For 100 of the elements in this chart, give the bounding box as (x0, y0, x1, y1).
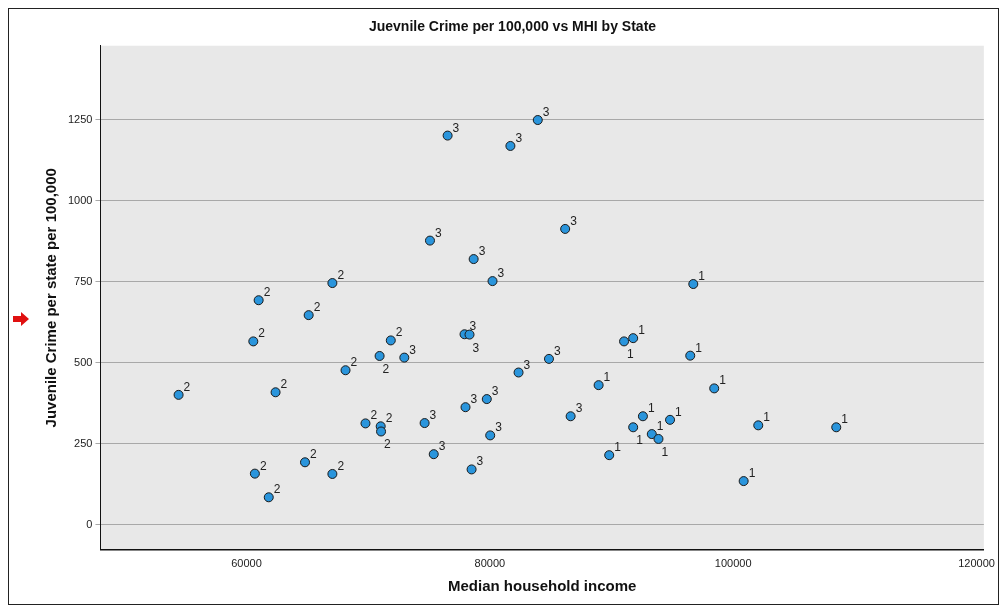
point (619, 336, 630, 347)
y-tick-label: 250 (74, 436, 93, 449)
text: 2 (382, 361, 390, 376)
point (738, 476, 749, 487)
point (442, 130, 453, 141)
x-tick-label: 120000 (958, 557, 995, 570)
point (505, 140, 516, 151)
point (646, 429, 657, 440)
text: 1 (647, 401, 655, 416)
y-tick-label: 750 (74, 274, 93, 287)
point (419, 418, 430, 429)
text: 3 (515, 130, 523, 145)
text: 3 (452, 120, 460, 135)
x-tick-label: 100000 (714, 557, 752, 570)
text: 2 (350, 355, 358, 370)
text: 1 (719, 373, 726, 388)
point (300, 457, 311, 468)
text: 3 (497, 266, 505, 281)
point (604, 450, 615, 461)
point (753, 420, 764, 431)
point (543, 353, 554, 364)
series-label: 3 (553, 343, 561, 358)
point (460, 402, 471, 413)
text: 2 (370, 408, 378, 423)
text: 2 (385, 411, 393, 426)
point (637, 411, 648, 422)
point (253, 295, 264, 306)
point (688, 279, 699, 290)
text: 1 (748, 466, 756, 481)
text: 2 (258, 326, 265, 341)
point (327, 278, 338, 289)
text: 2 (384, 437, 391, 452)
point (428, 449, 439, 460)
text: 1 (636, 433, 643, 448)
text: 2 (183, 379, 191, 394)
text: 1 (841, 412, 848, 427)
series-label: 2 (263, 285, 271, 300)
point (376, 426, 387, 437)
text: 3 (542, 105, 550, 120)
point (709, 383, 720, 394)
series-label: 1 (698, 269, 706, 284)
text: 2 (280, 377, 288, 392)
point (249, 468, 260, 479)
text: 1 (661, 444, 669, 459)
point (628, 333, 639, 344)
point (665, 414, 676, 425)
text: 1 (675, 404, 682, 419)
text: 3 (523, 357, 531, 372)
point (263, 492, 274, 503)
y-tick-label: 500 (74, 355, 93, 368)
point (466, 464, 477, 475)
text: 3 (434, 225, 442, 240)
text: 3 (438, 439, 446, 454)
text: 1 (603, 370, 611, 385)
text: 3 (495, 420, 502, 435)
text: 1 (627, 347, 634, 362)
text: 2 (337, 268, 345, 283)
text: 3 (472, 340, 480, 355)
y-tick-label: 1000 (67, 193, 93, 206)
text: 1 (763, 410, 770, 425)
text: 3 (469, 319, 477, 334)
text: 3 (575, 401, 583, 416)
point (399, 352, 410, 363)
text: 2 (259, 458, 267, 473)
point (685, 350, 696, 361)
text: 1 (614, 440, 621, 455)
y-axis-title: Juvenile Crime per state per 100,000 (42, 168, 60, 428)
point (464, 329, 475, 340)
point (173, 389, 184, 400)
text: 2 (395, 325, 403, 340)
point (374, 350, 385, 361)
point (565, 411, 576, 422)
text: 3 (491, 384, 499, 399)
point (248, 336, 259, 347)
point (481, 394, 492, 405)
point (560, 223, 571, 234)
point (424, 235, 435, 246)
text: 3 (570, 213, 577, 228)
point (485, 430, 496, 441)
x-tick-label: 60000 (231, 557, 262, 570)
point (487, 276, 498, 287)
point (532, 115, 543, 126)
text: 3 (476, 454, 484, 469)
point (593, 380, 604, 391)
point (385, 335, 396, 346)
text: 3 (470, 392, 478, 407)
point (327, 468, 338, 479)
x-axis-title: Median household income (447, 577, 637, 595)
text: 1 (656, 419, 664, 434)
point (270, 387, 281, 398)
point (340, 365, 351, 376)
point (831, 422, 842, 433)
text: 1 (695, 340, 702, 355)
x-tick-label: 80000 (474, 557, 506, 570)
point (303, 310, 314, 321)
text: 3 (409, 342, 416, 357)
chart-title: Juevnile Crime per 100,000 vs MHI by State (368, 18, 657, 35)
text: 2 (337, 458, 345, 473)
point (628, 422, 639, 433)
y-tick-label: 0 (86, 517, 93, 530)
